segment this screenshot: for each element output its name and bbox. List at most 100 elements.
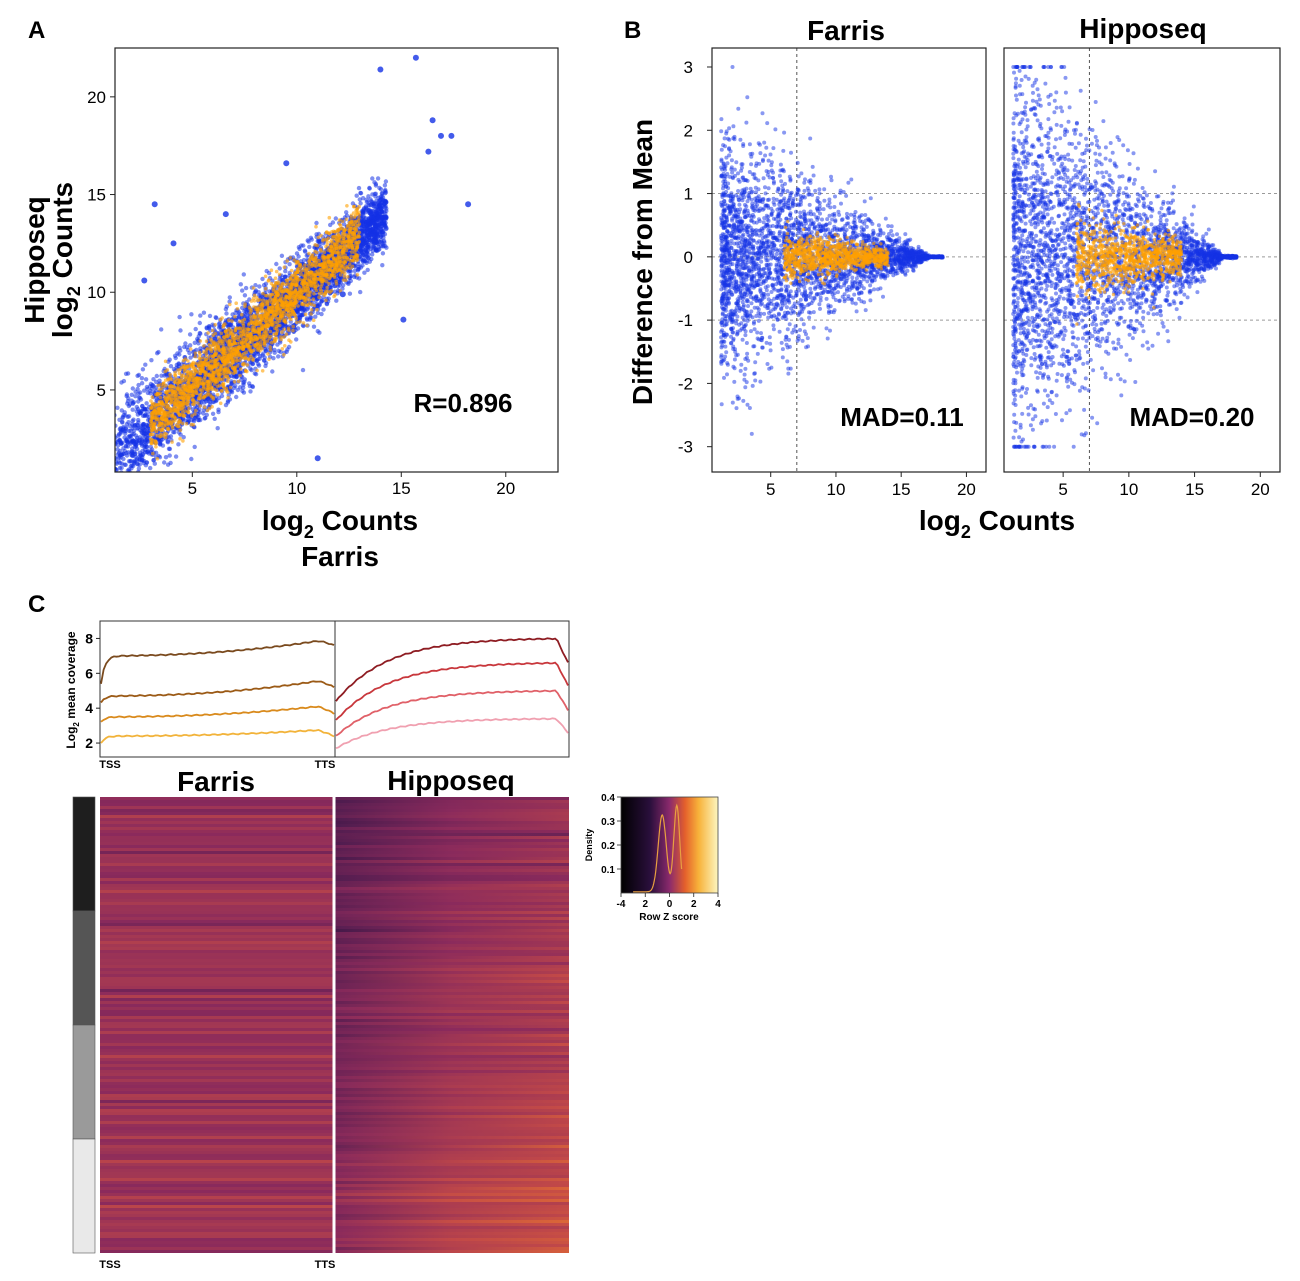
scatter-point [133,440,139,445]
scatter-point [227,299,232,304]
scatter-point [160,480,164,484]
scatter-point [304,316,309,321]
scatter-point [127,487,131,491]
scatter-point [168,364,174,369]
scatter-point [215,426,220,431]
scatter-point [380,263,385,268]
scatter-point [276,354,281,359]
scatter-point [214,315,219,321]
scatter-point [145,436,150,441]
scatter-point [166,359,171,364]
scatter-point-dense [198,353,202,357]
scatter-point [120,478,124,482]
scatter-point [148,388,153,394]
scatter-point [314,220,319,226]
scatter-point [193,326,198,332]
scatter-point [380,251,386,256]
scatter-point [113,482,117,486]
scatter-point [130,386,135,391]
scatter-point [373,229,378,235]
scatter-point [196,417,201,423]
scatter-point-dense [282,265,287,270]
scatter-point-dense [198,404,202,408]
scatter-point [131,485,135,489]
scatter-point-dense [255,368,259,373]
scatter-point [109,433,113,437]
scatter-point [379,203,385,208]
scatter-point [319,311,324,317]
scatter-point [181,435,186,440]
scatter-point [383,179,389,184]
scatter-point [129,485,133,489]
scatter-point-dense [332,294,336,299]
scatter-point [241,272,246,277]
scatter-point [149,358,154,363]
scatter-point [110,488,114,492]
scatter-point [143,447,148,452]
scatter-point [361,257,366,262]
scatter-point [116,476,120,480]
scatter-point [315,310,321,316]
scatter-point [356,266,361,272]
scatter-point [156,349,161,355]
scatter-point [140,367,146,372]
panel-a-points [108,54,472,507]
scatter-point [207,313,213,319]
scatter-point [117,438,122,443]
scatter-point [381,238,387,244]
scatter-point [139,381,145,386]
scatter-point [110,474,114,478]
scatter-point-dense [230,319,234,323]
scatter-point [234,394,239,400]
scatter-point [311,324,317,329]
scatter-point [127,476,131,480]
scatter-point [153,388,158,393]
scatter-point [133,488,137,492]
scatter-point [216,325,222,330]
scatter-point [165,473,169,477]
scatter-point [225,400,230,405]
scatter-point [121,503,125,507]
scatter-point [173,454,179,459]
scatter-point-dense [193,351,198,356]
scatter-point [212,416,217,421]
scatter-point [238,282,243,287]
scatter-point-dense [295,320,299,325]
scatter-point [115,460,119,465]
scatter-point [115,452,121,457]
scatter-point [361,217,367,223]
scatter-point-dense [277,272,282,277]
scatter-point [110,464,114,468]
scatter-point [140,426,145,431]
scatter-point [336,277,342,282]
scatter-point [119,380,124,385]
scatter-point [232,385,237,390]
scatter-point [151,457,156,463]
scatter-point [111,413,115,417]
scatter-point [201,310,207,315]
scatter-point [266,270,272,276]
scatter-point [131,483,135,487]
scatter-point-dense [215,392,220,397]
scatter-point [379,230,384,235]
scatter-point [374,248,380,254]
scatter-point [282,274,288,280]
scatter-point [368,197,373,202]
scatter-point [257,284,262,289]
scatter-point [202,400,207,405]
scatter-point [270,369,275,374]
scatter-point [313,314,318,319]
scatter-point [108,469,112,473]
scatter-point [363,248,368,253]
scatter-point [162,460,167,465]
scatter-point [229,373,234,379]
scatter-point [160,480,164,484]
scatter-point [242,293,248,298]
scatter-point-dense [163,359,168,364]
scatter-point [347,291,353,296]
scatter-point [250,361,256,366]
scatter-point [120,440,125,445]
scatter-point [136,466,142,471]
scatter-point [376,244,382,250]
scatter-point [134,409,139,414]
